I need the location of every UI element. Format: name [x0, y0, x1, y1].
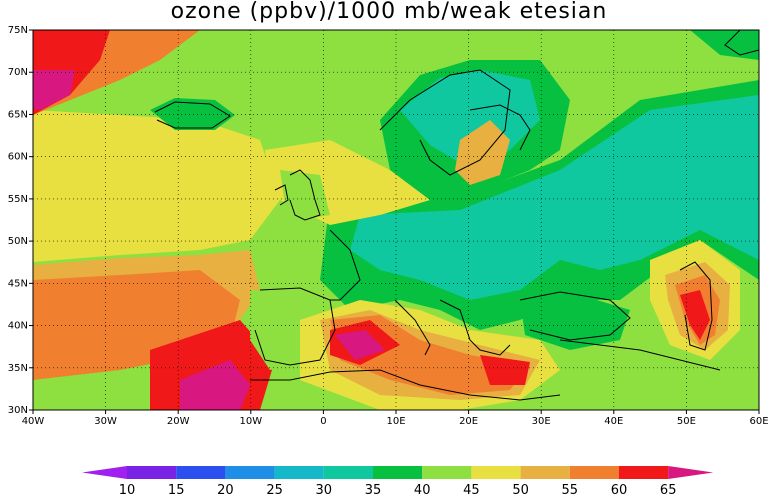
lon-tick-label: 30E [532, 416, 551, 427]
colorbar-swatch [373, 466, 423, 479]
colorbar-level-label: 50 [512, 483, 529, 498]
colorbar-level-label: 20 [217, 483, 234, 498]
colorbar-level-label: 25 [266, 483, 283, 498]
colorbar-swatch [569, 466, 619, 479]
colorbar-swatch [422, 466, 472, 479]
colorbar-level-label: 10 [119, 483, 136, 498]
latitude-tick-labels: 75N 70N 65N 60N 55N 50N 45N 40N 35N 30N [8, 25, 33, 416]
colorbar-swatch [520, 466, 570, 479]
colorbar-level-label: 65 [660, 483, 677, 498]
ozone-contour-field [33, 30, 759, 410]
contour-70-med [335, 330, 385, 360]
lat-tick-label: 30N [8, 405, 28, 416]
lat-tick-label: 45N [8, 278, 28, 289]
lon-tick-label: 60E [749, 416, 768, 427]
contour-70-nw [33, 70, 75, 110]
longitude-tick-labels: 40W 30W 20W 10W 0 10E 20E 30E 40E 50E 60E [22, 410, 769, 427]
coastlines [154, 30, 759, 401]
lon-tick-label: 10E [386, 416, 405, 427]
colorbar-swatch [176, 466, 226, 479]
lat-tick-label: 75N [8, 25, 28, 36]
contour-30-35-east [350, 95, 759, 300]
colorbar-swatch [274, 466, 324, 479]
lon-tick-label: 20E [459, 416, 478, 427]
lon-tick-label: 40W [22, 416, 45, 427]
colorbar-level-label: 60 [611, 483, 628, 498]
contour-70-atlantic [180, 360, 250, 410]
lon-tick-label: 50E [677, 416, 696, 427]
colorbar-swatch [127, 466, 177, 479]
colorbar-swatch [323, 466, 373, 479]
colorbar-level-label: 55 [562, 483, 579, 498]
map-title: ozone (ppbv)/1000 mb/weak etesian [170, 0, 608, 24]
lat-tick-label: 70N [8, 67, 28, 78]
colorbar-swatch [619, 466, 669, 479]
lat-tick-label: 40N [8, 321, 28, 332]
colorbar-high-arrow [668, 466, 714, 479]
lon-tick-label: 0 [320, 416, 326, 427]
colorbar-swatch [225, 466, 275, 479]
colorbar: 10 15 20 25 30 35 40 45 50 55 60 65 [82, 466, 714, 498]
lon-tick-label: 30W [94, 416, 117, 427]
colorbar-level-label: 35 [365, 483, 382, 498]
lon-tick-label: 20W [167, 416, 190, 427]
contour-50-55-atlantic [33, 110, 280, 262]
colorbar-level-label: 40 [414, 483, 431, 498]
contour-65-plus-caspian [680, 290, 710, 340]
contour-65-plus-med-east [480, 355, 530, 385]
colorbar-level-label: 15 [168, 483, 185, 498]
lat-tick-label: 55N [8, 194, 28, 205]
contour-50-55-baltic [455, 120, 510, 185]
lon-tick-label: 10W [239, 416, 262, 427]
lon-tick-label: 40E [604, 416, 623, 427]
colorbar-level-label: 45 [463, 483, 480, 498]
colorbar-level-label: 30 [316, 483, 333, 498]
colorbar-low-arrow [82, 466, 127, 479]
graticule [33, 30, 759, 410]
lat-tick-label: 35N [8, 363, 28, 374]
lat-tick-label: 65N [8, 109, 28, 120]
lat-tick-label: 60N [8, 152, 28, 163]
lat-tick-label: 50N [8, 236, 28, 247]
colorbar-swatch [471, 466, 521, 479]
